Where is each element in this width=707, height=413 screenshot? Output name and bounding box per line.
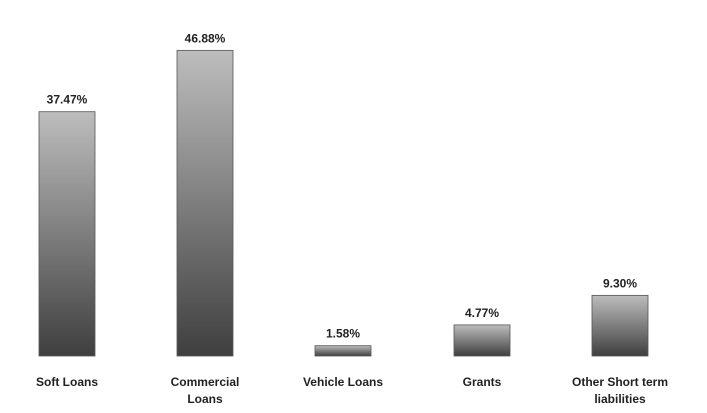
- bars-layer: [38, 49, 649, 357]
- bar-soft-loans: [38, 111, 96, 357]
- category-label: Vehicle Loans: [303, 375, 383, 389]
- bar-other-short-term-liabilities: [591, 294, 649, 357]
- category-label: Other Short term liabilities: [572, 375, 668, 406]
- category-label: Commercial Loans: [171, 375, 240, 406]
- value-label: 37.47%: [47, 93, 88, 107]
- category-labels-layer: Soft Loans Commercial Loans Vehicle Loans Gr…: [36, 375, 668, 406]
- bar-commercial-loans: [176, 49, 234, 357]
- value-label: 9.30%: [603, 276, 637, 290]
- category-label: Grants: [463, 375, 502, 389]
- value-label: 1.58%: [326, 327, 360, 341]
- bar-vehicle-loans: [314, 345, 372, 357]
- value-label: 4.77%: [465, 306, 499, 320]
- value-label: 46.88%: [185, 31, 226, 45]
- value-labels-layer: 37.47% 46.88% 1.58% 4.77% 9.30%: [47, 31, 638, 340]
- category-label: Soft Loans: [36, 375, 98, 389]
- bar-grants: [453, 324, 511, 357]
